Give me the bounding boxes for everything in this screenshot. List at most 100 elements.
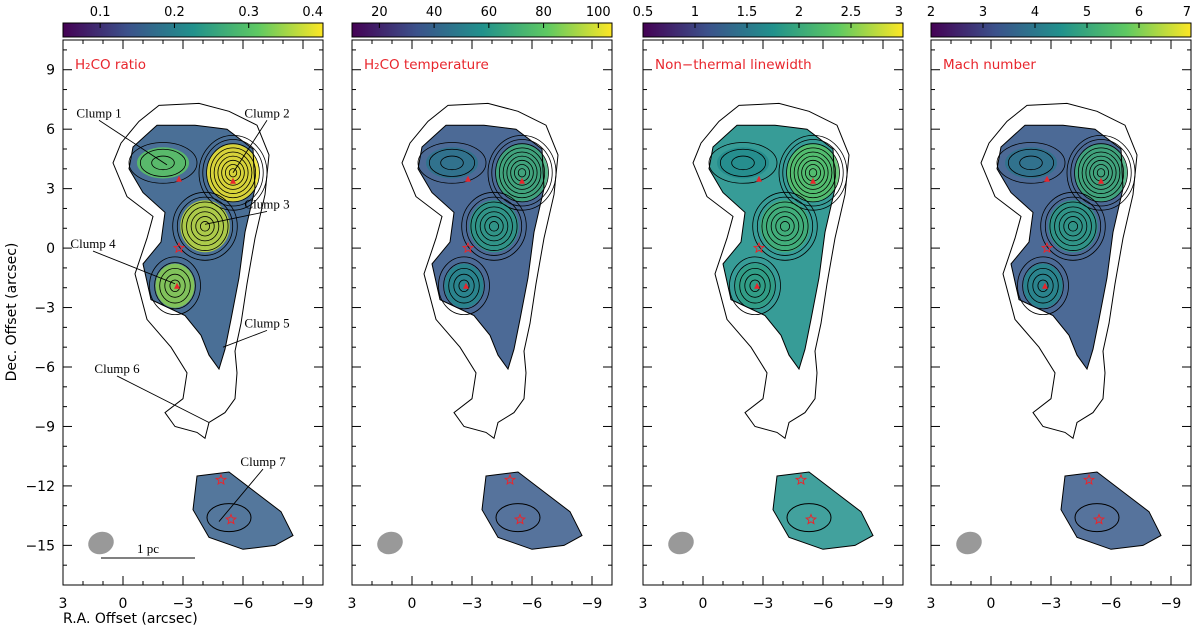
peak-contour [797, 155, 829, 190]
x-tick-label: −9 [873, 596, 894, 612]
colorbar-tick-label: 6 [1135, 5, 1143, 20]
y-tick-label: 3 [46, 182, 55, 198]
star-marker [461, 241, 475, 254]
colorbar-tick-label: 7 [1183, 5, 1191, 20]
peak-contour [1022, 262, 1064, 310]
x-tick-label: 0 [699, 596, 708, 612]
map-peak [1023, 263, 1063, 308]
y-axis-label: Dec. Offset (arcsec) [4, 243, 20, 382]
clump-pointer [232, 120, 268, 174]
colorbar-tick-label: 2.5 [841, 5, 862, 20]
x-tick-label: 3 [639, 596, 648, 612]
clump-pointer [92, 250, 176, 285]
outer-contour [980, 102, 1138, 440]
panel-title: Mach number [943, 57, 1036, 73]
map-peak [444, 263, 484, 308]
peak-contour [996, 142, 1066, 184]
panel-title: H₂CO temperature [364, 57, 489, 73]
map-body-south [1061, 472, 1161, 550]
peak-contour [176, 196, 234, 256]
colorbar-tick-label: 4 [1031, 5, 1039, 20]
map-peak [426, 147, 478, 179]
peak-contour [458, 279, 470, 292]
peak-contour [756, 196, 814, 256]
outer-contour [401, 102, 559, 440]
panel-frame [351, 39, 613, 586]
peak-contour [786, 143, 840, 203]
star-marker [752, 241, 766, 254]
x-tick-label: 0 [987, 596, 996, 612]
peak-contour [479, 211, 509, 242]
peak-contour [172, 191, 238, 261]
south-inner-contour [1074, 503, 1120, 533]
south-inner-contour [206, 503, 252, 533]
star-marker [794, 473, 808, 486]
panel-1: 3 0 −3 −6 −9 9 6 3 0 −3 −6 −9 −12 −15 0.1 0.2 0.3 0.4 H₂CO… [25, 5, 324, 612]
peak-contour [1017, 256, 1069, 316]
peak-contour [498, 147, 546, 199]
y-tick-label: −15 [25, 538, 55, 554]
clump-pointer [222, 329, 268, 348]
colorbar [62, 22, 324, 38]
x-tick-label: −6 [522, 596, 543, 612]
panel-frame [62, 39, 324, 586]
peak-contour [1049, 201, 1097, 251]
peak-contour [1007, 148, 1055, 177]
x-tick-label: −3 [462, 596, 483, 612]
peak-contour [213, 151, 253, 194]
clump-label: Clump 7 [240, 454, 286, 469]
peak-contour [159, 268, 191, 304]
peak-contour [808, 168, 818, 178]
south-inner-contour [495, 503, 541, 533]
peak-contour [789, 147, 837, 199]
colorbar-tick-label: 0.4 [302, 5, 323, 20]
triangle-marker [230, 177, 236, 184]
peak-contour [149, 256, 201, 316]
map-body-south [773, 472, 873, 550]
peak-contour [779, 221, 791, 232]
x-tick-label: 3 [348, 596, 357, 612]
peak-contour [151, 155, 175, 171]
x-tick-label: −3 [753, 596, 774, 612]
star-marker [804, 513, 818, 525]
colorbar [351, 22, 613, 38]
y-tick-label: −6 [34, 360, 55, 376]
peak-contour [1054, 206, 1092, 247]
clump-pointer [204, 211, 268, 225]
peak-contour [440, 155, 464, 171]
colorbar-tick-label: 0.5 [633, 5, 654, 20]
clump-label: Clump 1 [76, 105, 121, 120]
peak-contour [1027, 268, 1059, 304]
map-peak [1075, 144, 1127, 202]
peak-contour [766, 206, 804, 247]
peak-contour [438, 256, 490, 316]
x-tick-label: −6 [233, 596, 254, 612]
triangle-marker [174, 282, 180, 289]
peak-contour [195, 216, 215, 237]
triangle-marker [1098, 177, 1104, 184]
peak-contour [154, 262, 196, 310]
peak-contour [1066, 134, 1136, 211]
beam-ellipse [88, 531, 114, 555]
peak-contour [199, 221, 211, 232]
peak-contour [491, 139, 553, 207]
panel-2: 3 0 −3 −6 −9 20 40 60 80 100 H₂CO temperature [348, 5, 613, 612]
peak-contour [1037, 279, 1049, 292]
peak-contour [782, 139, 844, 207]
peak-contour [461, 191, 527, 261]
panel-frame [642, 39, 904, 586]
peak-contour [484, 216, 504, 237]
scale-bar-label: 1 pc [137, 541, 159, 556]
y-tick-label: −9 [34, 419, 55, 435]
map-peak [735, 263, 775, 308]
clump-label: Clump 5 [244, 315, 289, 330]
map-body-south [193, 472, 293, 550]
map-peak [1005, 147, 1057, 179]
map-peak [717, 147, 769, 179]
peak-contour [428, 148, 476, 177]
map-peak [155, 263, 195, 308]
colorbar-tick-label: 2 [927, 5, 935, 20]
peak-contour [502, 151, 542, 194]
